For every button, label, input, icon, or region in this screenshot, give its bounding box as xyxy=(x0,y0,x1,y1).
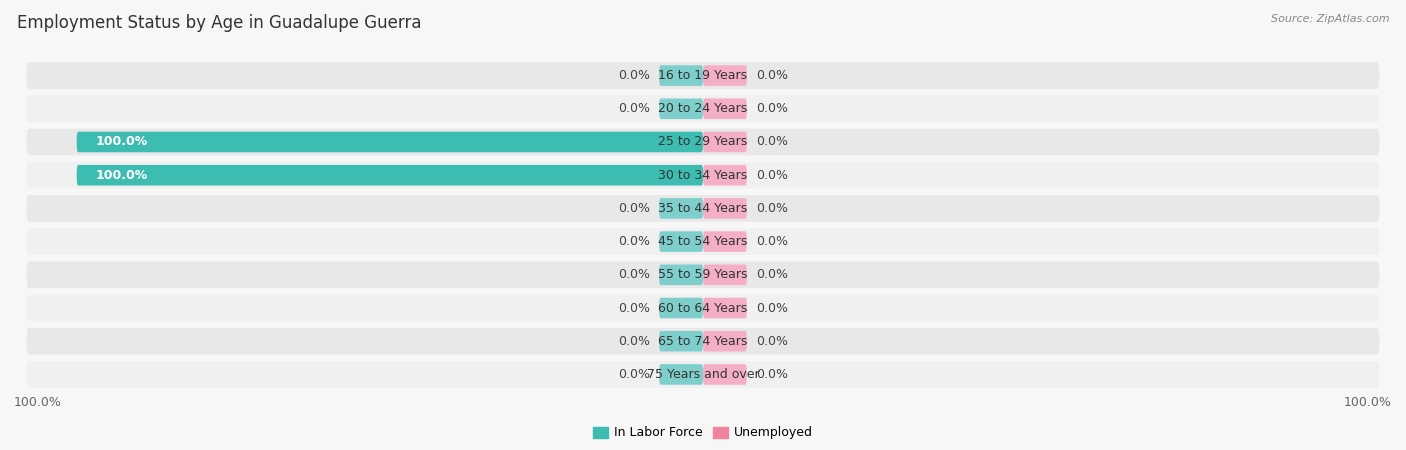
Text: 35 to 44 Years: 35 to 44 Years xyxy=(654,202,752,215)
Text: 100.0%: 100.0% xyxy=(1344,396,1392,409)
Text: 65 to 74 Years: 65 to 74 Years xyxy=(654,335,752,348)
FancyBboxPatch shape xyxy=(27,295,1379,321)
Text: 0.0%: 0.0% xyxy=(617,268,650,281)
Text: 0.0%: 0.0% xyxy=(617,235,650,248)
Text: 0.0%: 0.0% xyxy=(617,102,650,115)
Text: 0.0%: 0.0% xyxy=(617,302,650,315)
FancyBboxPatch shape xyxy=(27,361,1379,388)
FancyBboxPatch shape xyxy=(27,195,1379,222)
Text: 0.0%: 0.0% xyxy=(756,368,789,381)
Text: 0.0%: 0.0% xyxy=(617,335,650,348)
Text: 0.0%: 0.0% xyxy=(756,335,789,348)
FancyBboxPatch shape xyxy=(703,364,747,385)
Text: Employment Status by Age in Guadalupe Guerra: Employment Status by Age in Guadalupe Gu… xyxy=(17,14,422,32)
FancyBboxPatch shape xyxy=(703,265,747,285)
Legend: In Labor Force, Unemployed: In Labor Force, Unemployed xyxy=(588,422,818,445)
FancyBboxPatch shape xyxy=(77,132,703,152)
Text: 100.0%: 100.0% xyxy=(14,396,62,409)
Text: 0.0%: 0.0% xyxy=(617,69,650,82)
Text: 55 to 59 Years: 55 to 59 Years xyxy=(654,268,752,281)
FancyBboxPatch shape xyxy=(27,261,1379,288)
Text: 25 to 29 Years: 25 to 29 Years xyxy=(654,135,752,148)
Text: 0.0%: 0.0% xyxy=(756,268,789,281)
FancyBboxPatch shape xyxy=(77,165,703,185)
FancyBboxPatch shape xyxy=(27,162,1379,189)
FancyBboxPatch shape xyxy=(659,364,703,385)
FancyBboxPatch shape xyxy=(27,62,1379,89)
Text: 100.0%: 100.0% xyxy=(96,169,148,182)
Text: Source: ZipAtlas.com: Source: ZipAtlas.com xyxy=(1271,14,1389,23)
Text: 0.0%: 0.0% xyxy=(756,169,789,182)
FancyBboxPatch shape xyxy=(27,228,1379,255)
Text: 0.0%: 0.0% xyxy=(756,302,789,315)
FancyBboxPatch shape xyxy=(703,198,747,219)
Text: 0.0%: 0.0% xyxy=(756,135,789,148)
FancyBboxPatch shape xyxy=(703,165,747,185)
FancyBboxPatch shape xyxy=(659,231,703,252)
Text: 0.0%: 0.0% xyxy=(756,102,789,115)
Text: 45 to 54 Years: 45 to 54 Years xyxy=(654,235,752,248)
FancyBboxPatch shape xyxy=(27,129,1379,155)
Text: 16 to 19 Years: 16 to 19 Years xyxy=(654,69,752,82)
Text: 0.0%: 0.0% xyxy=(756,235,789,248)
FancyBboxPatch shape xyxy=(703,99,747,119)
Text: 100.0%: 100.0% xyxy=(96,135,148,148)
Text: 0.0%: 0.0% xyxy=(756,69,789,82)
FancyBboxPatch shape xyxy=(703,298,747,318)
FancyBboxPatch shape xyxy=(659,265,703,285)
FancyBboxPatch shape xyxy=(703,231,747,252)
FancyBboxPatch shape xyxy=(659,331,703,351)
Text: 20 to 24 Years: 20 to 24 Years xyxy=(654,102,752,115)
Text: 0.0%: 0.0% xyxy=(617,368,650,381)
FancyBboxPatch shape xyxy=(703,331,747,351)
Text: 60 to 64 Years: 60 to 64 Years xyxy=(654,302,752,315)
Text: 30 to 34 Years: 30 to 34 Years xyxy=(654,169,752,182)
FancyBboxPatch shape xyxy=(27,95,1379,122)
FancyBboxPatch shape xyxy=(659,298,703,318)
FancyBboxPatch shape xyxy=(703,132,747,152)
Text: 0.0%: 0.0% xyxy=(617,202,650,215)
FancyBboxPatch shape xyxy=(659,198,703,219)
Text: 75 Years and over: 75 Years and over xyxy=(643,368,763,381)
FancyBboxPatch shape xyxy=(659,65,703,86)
FancyBboxPatch shape xyxy=(659,99,703,119)
FancyBboxPatch shape xyxy=(703,65,747,86)
FancyBboxPatch shape xyxy=(27,328,1379,355)
Text: 0.0%: 0.0% xyxy=(756,202,789,215)
